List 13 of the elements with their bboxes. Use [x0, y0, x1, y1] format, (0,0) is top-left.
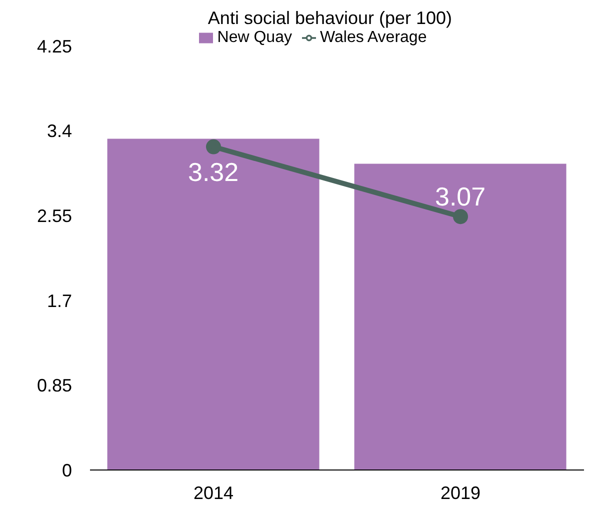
- y-tick-label: 0: [62, 460, 72, 480]
- y-tick-label: 4.25: [36, 36, 72, 56]
- legend-label: New Quay: [217, 29, 292, 46]
- x-tick-label: 2014: [193, 482, 234, 503]
- chart-title: Anti social behaviour (per 100): [206, 8, 454, 30]
- legend-label: Wales Average: [320, 29, 427, 46]
- data-label: 3.07: [434, 182, 486, 212]
- y-tick-label: 0.85: [36, 376, 72, 396]
- y-tick-label: 2.55: [36, 206, 72, 226]
- data-label: 3.32: [188, 156, 239, 187]
- x-tick-label: 2019: [440, 482, 481, 503]
- y-tick-label: 3.4: [46, 121, 72, 142]
- y-tick-label: 1.7: [46, 290, 72, 311]
